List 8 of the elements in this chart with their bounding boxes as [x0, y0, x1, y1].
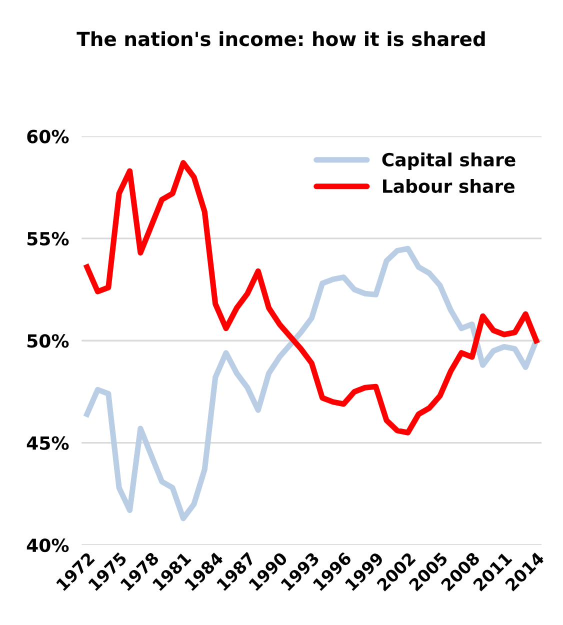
y-tick-label: 55% — [27, 232, 69, 246]
legend-label: Labour share — [383, 179, 515, 193]
y-tick-label: 40% — [26, 538, 69, 552]
y-tick-label: 45% — [26, 436, 69, 450]
legend-label: Capital share — [382, 152, 516, 170]
chart-title: The nation's income: how it is shared — [76, 31, 485, 46]
y-tick-label: 50% — [27, 334, 69, 348]
y-tick-label: 60% — [27, 130, 69, 144]
